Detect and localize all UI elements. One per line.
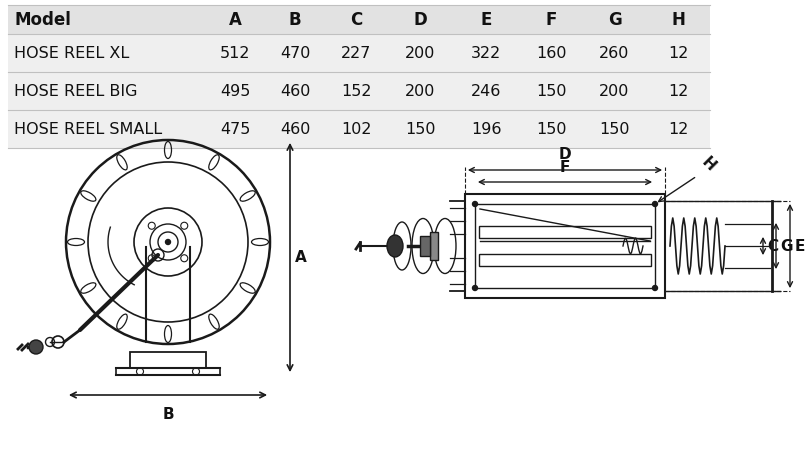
Text: HOSE REEL XL: HOSE REEL XL — [14, 46, 130, 61]
Bar — [479, 254, 651, 266]
Text: 196: 196 — [471, 121, 502, 137]
Text: 150: 150 — [405, 121, 436, 137]
Text: 200: 200 — [405, 46, 436, 61]
Text: 495: 495 — [220, 83, 250, 99]
Text: 200: 200 — [405, 83, 436, 99]
Bar — [430, 232, 438, 260]
Text: 246: 246 — [471, 83, 502, 99]
Circle shape — [166, 239, 171, 245]
Text: H: H — [699, 155, 719, 174]
Bar — [475, 204, 655, 288]
Text: 200: 200 — [599, 83, 630, 99]
Text: G: G — [780, 238, 792, 254]
Circle shape — [29, 340, 43, 354]
Circle shape — [653, 285, 658, 291]
Text: 512: 512 — [220, 46, 250, 61]
Text: D: D — [559, 147, 572, 162]
Text: 150: 150 — [599, 121, 630, 137]
Circle shape — [473, 285, 477, 291]
Text: E: E — [795, 238, 805, 254]
Ellipse shape — [387, 235, 403, 257]
Text: F: F — [545, 10, 557, 28]
Text: 152: 152 — [341, 83, 372, 99]
Bar — [130, 352, 206, 368]
Text: 322: 322 — [471, 46, 502, 61]
Text: 150: 150 — [536, 121, 566, 137]
Circle shape — [653, 201, 658, 207]
Circle shape — [473, 201, 477, 207]
Bar — [479, 226, 651, 238]
Text: 12: 12 — [668, 121, 689, 137]
Bar — [465, 194, 665, 298]
Text: C: C — [350, 10, 362, 28]
Text: A: A — [229, 10, 242, 28]
Text: 12: 12 — [668, 46, 689, 61]
Text: 150: 150 — [536, 83, 566, 99]
Text: 470: 470 — [280, 46, 310, 61]
Text: E: E — [481, 10, 492, 28]
Bar — [8, 72, 710, 110]
Text: 260: 260 — [599, 46, 630, 61]
Bar — [8, 34, 710, 72]
Text: 12: 12 — [668, 83, 689, 99]
Text: H: H — [671, 10, 685, 28]
Text: 160: 160 — [536, 46, 566, 61]
Text: 460: 460 — [280, 83, 310, 99]
Text: D: D — [413, 10, 427, 28]
Text: HOSE REEL SMALL: HOSE REEL SMALL — [14, 121, 162, 137]
Text: 460: 460 — [280, 121, 310, 137]
Text: HOSE REEL BIG: HOSE REEL BIG — [14, 83, 138, 99]
Text: G: G — [608, 10, 621, 28]
Text: A: A — [295, 250, 307, 265]
Bar — [8, 5, 710, 34]
Text: B: B — [162, 407, 174, 422]
Bar — [420, 236, 430, 256]
Text: C: C — [767, 238, 778, 254]
Bar — [8, 110, 710, 148]
Text: 475: 475 — [220, 121, 250, 137]
Text: 102: 102 — [341, 121, 372, 137]
Text: Model: Model — [14, 10, 71, 28]
Text: B: B — [289, 10, 301, 28]
Text: F: F — [559, 160, 570, 175]
Text: 227: 227 — [341, 46, 372, 61]
